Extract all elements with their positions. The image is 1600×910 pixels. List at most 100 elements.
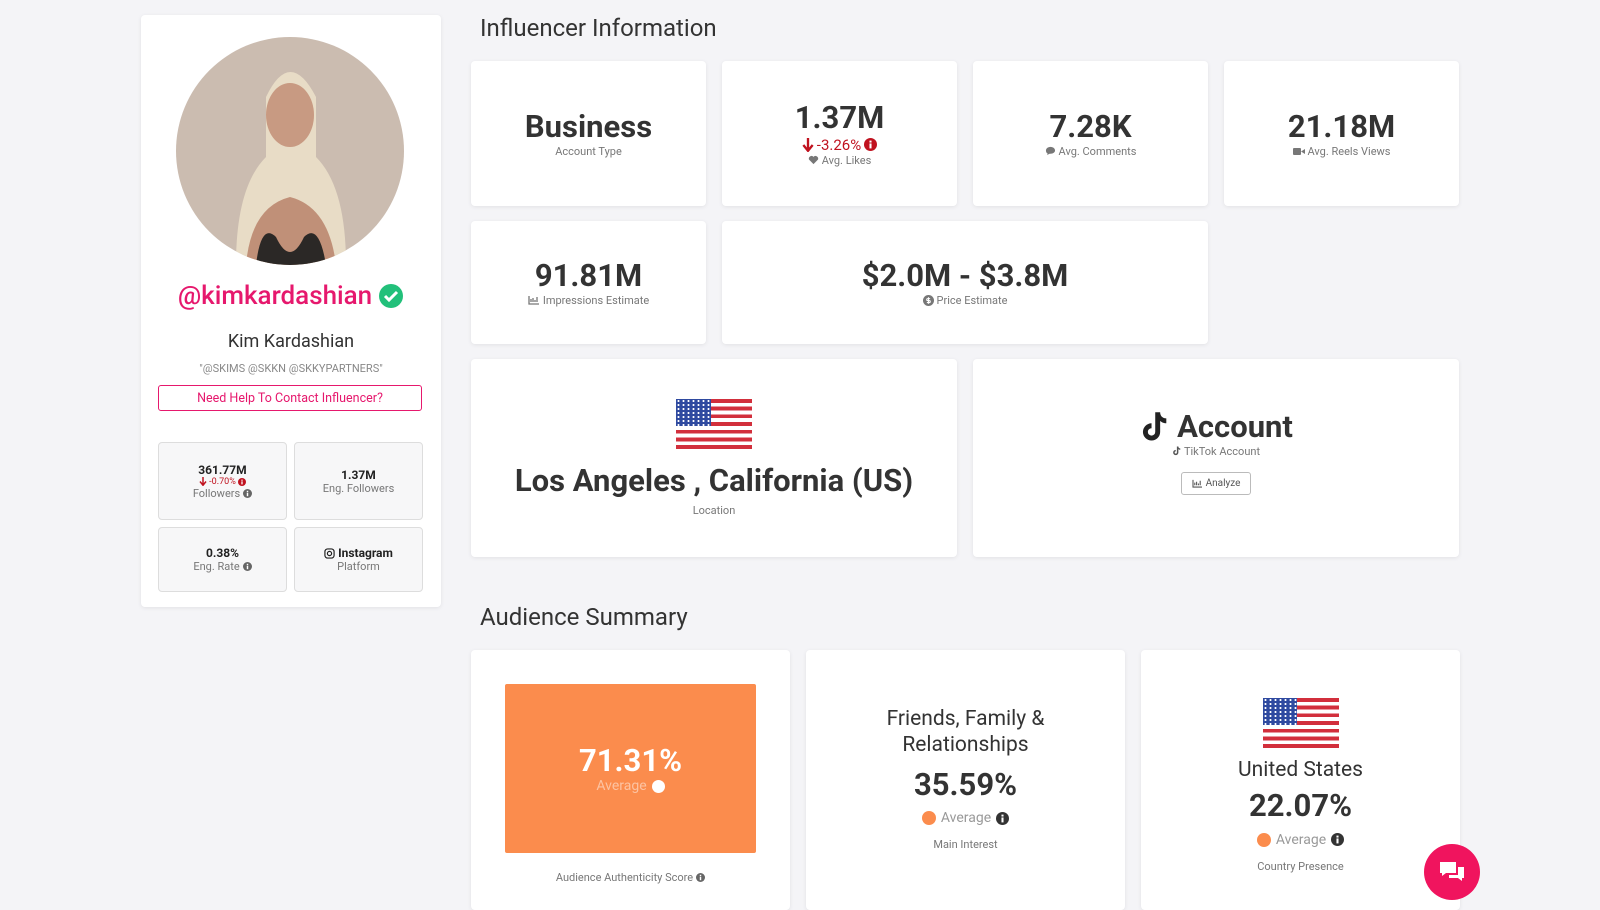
verified-badge	[379, 284, 404, 308]
stat-change-row: -0.70%	[199, 477, 246, 487]
card-label: Main Interest	[933, 838, 998, 852]
change-row: -3.26%	[802, 136, 877, 154]
label-row: Audience Authenticity Score	[556, 871, 705, 884]
rating-dot	[1256, 832, 1271, 847]
rating-dot	[921, 811, 936, 826]
card-label: Audience Authenticity Score	[555, 871, 694, 884]
audience-card: Friends, Family & Relationships 35.59% A…	[806, 650, 1125, 910]
rating-row: Average	[596, 778, 664, 794]
location-value: Los Angeles , California (US)	[514, 461, 914, 499]
stat-value: 1.37M	[341, 467, 376, 482]
chat-icon	[1440, 862, 1464, 881]
stat-box: 1.37M Eng. Followers	[294, 442, 423, 520]
tiktok-label: TikTok Account	[1183, 444, 1261, 458]
card-value: 21.18M	[1287, 108, 1396, 146]
card-value: 7.28K	[1049, 108, 1132, 146]
info-card: 21.18M Avg. Reels Views	[1224, 61, 1459, 206]
card-value: 1.37M	[794, 99, 885, 137]
stat-box: 361.77M -0.70% Followers	[158, 442, 287, 520]
bio: "@SKIMS @SKKN @SKKYPARTNERS"	[199, 362, 383, 375]
stat-box: Instagram Platform	[294, 527, 423, 592]
us-flag	[676, 398, 752, 449]
tiktok-value: Account	[1177, 408, 1293, 445]
info-icon	[243, 489, 252, 498]
video-icon	[1292, 147, 1305, 155]
info-card: $2.0M - $3.8M Price Estimate	[722, 221, 1208, 344]
instagram-icon	[324, 547, 335, 559]
stat-label-row: Eng. Rate	[193, 560, 251, 573]
heart-icon	[808, 156, 818, 165]
label-row: Price Estimate	[922, 293, 1008, 307]
location-card: Los Angeles , California (US) Location	[471, 359, 957, 557]
authenticity-value: 71.31%	[578, 741, 683, 779]
rating: Average	[940, 810, 992, 827]
label-row: Impressions Estimate	[528, 294, 649, 307]
stat-label-row: Followers	[193, 487, 252, 500]
label-row: Avg. Reels Views	[1292, 144, 1391, 158]
info-icon	[696, 873, 705, 882]
profile-card: @kimkardashian Kim Kardashian "@SKIMS @S…	[141, 15, 441, 607]
authenticity-box: 71.31% Average	[505, 684, 756, 853]
contact-button[interactable]: Need Help To Contact Influencer?	[158, 385, 422, 411]
info-card: 7.28K Avg. Comments	[973, 61, 1208, 206]
section-title: Influencer Information	[480, 14, 717, 42]
stat-value: 0.38%	[205, 546, 239, 560]
info-icon	[996, 812, 1009, 825]
info-icon	[652, 780, 665, 793]
rating-row: Average	[1256, 831, 1344, 848]
rating-row: Average	[921, 810, 1009, 827]
info-icon	[1331, 833, 1344, 846]
info-icon	[864, 138, 877, 151]
comment-icon	[1045, 147, 1055, 156]
card-label: Avg. Comments	[1058, 144, 1137, 158]
analyze-button[interactable]: Analyze	[1180, 471, 1252, 495]
chart-icon	[528, 296, 539, 305]
stat-label: Eng. Rate	[193, 560, 240, 573]
tiktok-row: Account	[1139, 409, 1293, 445]
rating: Average	[596, 778, 647, 795]
country-value: 22.07%	[1248, 787, 1353, 824]
info-card: 91.81M Impressions Estimate	[471, 221, 706, 344]
location-label: Location	[692, 504, 736, 518]
label-row: Avg. Likes	[808, 154, 871, 167]
card-value: Business	[524, 108, 653, 146]
interest-heading: Friends, Family & Relationships	[886, 707, 1045, 758]
card-change: -3.26%	[816, 135, 862, 154]
tiktok-icon	[1142, 412, 1167, 441]
card-label: Price Estimate	[936, 293, 1008, 307]
card-label: Impressions Estimate	[542, 293, 650, 307]
tiktok-card: Account TikTok Account Analyze	[973, 359, 1459, 557]
card-value: $2.0M - $3.8M	[861, 257, 1069, 295]
stat-label: Eng. Followers	[322, 481, 395, 495]
info-card: Business Account Type	[471, 61, 706, 206]
rating: Average	[1275, 831, 1327, 848]
interest-value: 35.59%	[913, 765, 1018, 803]
card-label: Account Type	[555, 144, 622, 158]
card-label: Avg. Reels Views	[1307, 144, 1391, 158]
info-card: 1.37M -3.26% Avg. Likes	[722, 61, 957, 206]
card-value: 91.81M	[534, 257, 643, 295]
stat-value: 361.77M	[198, 462, 247, 477]
down-arrow	[802, 138, 814, 152]
handle-row: @kimkardashian	[141, 281, 441, 311]
country-heading: United States	[1238, 758, 1363, 782]
handle: @kimkardashian	[177, 281, 373, 311]
tiktok-icon-small	[1173, 446, 1181, 456]
full-name: Kim Kardashian	[227, 331, 355, 352]
info-icon	[243, 562, 252, 571]
platform-row: Instagram	[324, 546, 393, 560]
stat-value: Instagram	[338, 546, 393, 560]
down-arrow	[199, 477, 207, 486]
analyze-label: Analyze	[1205, 477, 1241, 489]
label-row: Avg. Comments	[1045, 144, 1137, 158]
chat-button[interactable]	[1424, 844, 1480, 900]
info-icon	[238, 478, 246, 486]
stat-label: Platform	[337, 560, 380, 573]
chart-icon	[1192, 479, 1202, 488]
label-row: TikTok Account	[1172, 445, 1260, 458]
us-flag	[1262, 698, 1339, 748]
stat-box: 0.38% Eng. Rate	[158, 527, 287, 592]
audience-card: United States 22.07% Average Country Pre…	[1141, 650, 1460, 910]
